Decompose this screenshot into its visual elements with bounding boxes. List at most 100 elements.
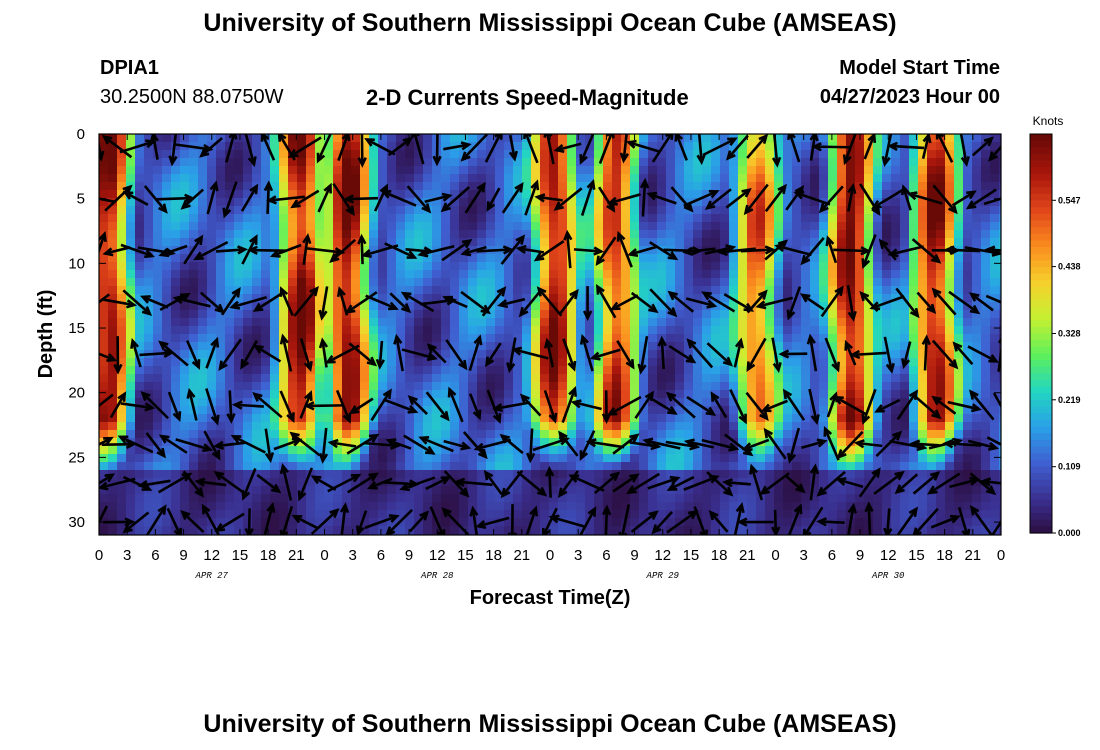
- heatmap-cell: [756, 502, 766, 511]
- heatmap-cell: [774, 382, 784, 391]
- heatmap-cell: [216, 206, 226, 215]
- heatmap-cell: [747, 294, 757, 303]
- heatmap-cell: [783, 238, 793, 247]
- heatmap-cell: [252, 382, 262, 391]
- heatmap-cell: [792, 318, 802, 327]
- heatmap-cell: [432, 510, 442, 519]
- heatmap-cell: [351, 158, 361, 167]
- heatmap-cell: [324, 302, 334, 311]
- heatmap-cell: [882, 494, 892, 503]
- heatmap-cell: [288, 238, 298, 247]
- heatmap-cell: [684, 414, 694, 423]
- heatmap-cell: [531, 502, 541, 511]
- heatmap-cell: [522, 470, 532, 479]
- heatmap-cell: [612, 366, 622, 375]
- heatmap-cell: [918, 510, 928, 519]
- heatmap-cell: [99, 302, 109, 311]
- heatmap-cell: [693, 406, 703, 415]
- heatmap-cell: [774, 494, 784, 503]
- heatmap-cell: [567, 502, 577, 511]
- heatmap-cell: [414, 158, 424, 167]
- heatmap-cell: [774, 326, 784, 335]
- heatmap-cell: [909, 230, 919, 239]
- heatmap-cell: [306, 486, 316, 495]
- heatmap-cell: [657, 134, 667, 143]
- heatmap-cell: [639, 494, 649, 503]
- heatmap-cell: [315, 334, 325, 343]
- heatmap-cell: [225, 374, 235, 383]
- heatmap-cell: [162, 422, 172, 431]
- heatmap-cell: [378, 166, 388, 175]
- heatmap-cell: [819, 422, 829, 431]
- heatmap-cell: [783, 206, 793, 215]
- heatmap-cell: [477, 270, 487, 279]
- heatmap-cell: [135, 214, 145, 223]
- heatmap-cell: [756, 310, 766, 319]
- heatmap-cell: [693, 134, 703, 143]
- heatmap-cell: [342, 262, 352, 271]
- heatmap-cell: [333, 430, 343, 439]
- heatmap-cell: [351, 502, 361, 511]
- heatmap-cell: [747, 254, 757, 263]
- heatmap-cell: [396, 318, 406, 327]
- heatmap-cell: [918, 526, 928, 535]
- heatmap-cell: [918, 486, 928, 495]
- heatmap-cell: [144, 326, 154, 335]
- heatmap-cell: [315, 214, 325, 223]
- heatmap-cell: [657, 150, 667, 159]
- heatmap-cell: [432, 342, 442, 351]
- heatmap-cell: [108, 246, 118, 255]
- heatmap-cell: [693, 422, 703, 431]
- heatmap-cell: [207, 406, 217, 415]
- heatmap-cell: [855, 254, 865, 263]
- heatmap-cell: [387, 430, 397, 439]
- heatmap-cell: [549, 174, 559, 183]
- heatmap-cell: [387, 238, 397, 247]
- heatmap-cell: [126, 198, 136, 207]
- heatmap-cell: [477, 198, 487, 207]
- heatmap-cell: [297, 150, 307, 159]
- heatmap-cell: [423, 526, 433, 535]
- heatmap-cell: [243, 158, 253, 167]
- heatmap-cell: [774, 510, 784, 519]
- heatmap-cell: [828, 134, 838, 143]
- heatmap-cell: [756, 174, 766, 183]
- heatmap-cell: [684, 158, 694, 167]
- heatmap-cell: [288, 502, 298, 511]
- heatmap-cell: [801, 230, 811, 239]
- heatmap-cell: [396, 190, 406, 199]
- heatmap-cell: [225, 174, 235, 183]
- heatmap-cell: [558, 510, 568, 519]
- heatmap-cell: [315, 414, 325, 423]
- heatmap-cell: [531, 438, 541, 447]
- heatmap-cell: [387, 198, 397, 207]
- heatmap-cell: [585, 478, 595, 487]
- heatmap-cell: [954, 270, 964, 279]
- heatmap-cell: [432, 358, 442, 367]
- heatmap-cell: [594, 526, 604, 535]
- heatmap-cell: [369, 214, 379, 223]
- heatmap-cell: [522, 278, 532, 287]
- heatmap-cell: [315, 262, 325, 271]
- heatmap-cell: [441, 286, 451, 295]
- heatmap-cell: [801, 390, 811, 399]
- heatmap-cell: [783, 414, 793, 423]
- heatmap-cell: [738, 438, 748, 447]
- heatmap-cell: [378, 390, 388, 399]
- heatmap-cell: [396, 294, 406, 303]
- heatmap-cell: [945, 358, 955, 367]
- heatmap-cell: [270, 438, 280, 447]
- heatmap-cell: [450, 238, 460, 247]
- heatmap-cell: [396, 206, 406, 215]
- heatmap-cell: [171, 334, 181, 343]
- heatmap-cell: [297, 454, 307, 463]
- heatmap-cell: [387, 246, 397, 255]
- heatmap-cell: [288, 158, 298, 167]
- heatmap-cell: [405, 302, 415, 311]
- heatmap-cell: [819, 382, 829, 391]
- heatmap-cell: [117, 454, 127, 463]
- heatmap-cell: [765, 198, 775, 207]
- heatmap-cell: [774, 246, 784, 255]
- heatmap-cell: [207, 294, 217, 303]
- heatmap-cell: [684, 286, 694, 295]
